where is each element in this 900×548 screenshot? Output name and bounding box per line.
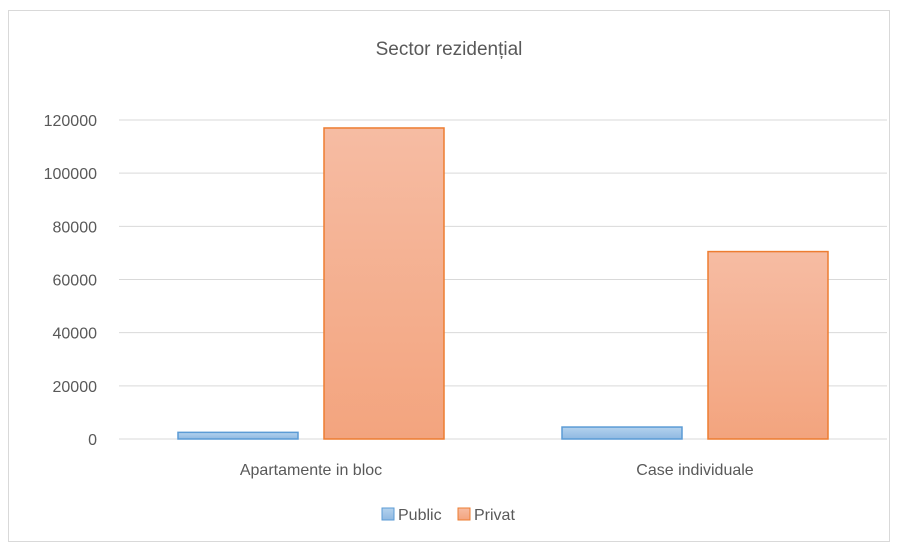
bar-public-0 — [177, 431, 299, 440]
bar-privat-1 — [707, 250, 829, 440]
y-tick-label: 40000 — [53, 326, 98, 343]
bar-chart: Sector rezidențial 0 20000 40000 60000 80000… — [44, 39, 887, 524]
y-tick-label: 80000 — [53, 219, 98, 236]
y-tick-label: 100000 — [44, 166, 97, 183]
y-tick-label: 60000 — [53, 273, 98, 290]
y-tick-label: 20000 — [53, 379, 98, 396]
bars — [177, 127, 829, 440]
x-axis-categories: Apartamente in bloc Case individuale — [240, 462, 754, 479]
x-category-label: Apartamente in bloc — [240, 462, 382, 479]
y-axis-ticks: 0 20000 40000 60000 80000 100000 120000 — [44, 113, 97, 449]
legend-swatch-public — [381, 507, 395, 521]
bar-public-1 — [561, 426, 683, 440]
gridlines — [119, 119, 887, 440]
y-tick-label: 120000 — [44, 113, 97, 130]
legend-swatch-privat — [457, 507, 471, 521]
bar-privat-0 — [323, 127, 445, 440]
chart-title: Sector rezidențial — [376, 39, 523, 60]
legend-label-public: Public — [398, 507, 442, 524]
x-category-label: Case individuale — [636, 462, 754, 479]
y-tick-label: 0 — [88, 432, 97, 449]
chart-frame: Sector rezidențial 0 20000 40000 60000 80000… — [8, 10, 890, 542]
legend: Public Privat — [381, 507, 515, 524]
legend-label-privat: Privat — [474, 507, 515, 524]
